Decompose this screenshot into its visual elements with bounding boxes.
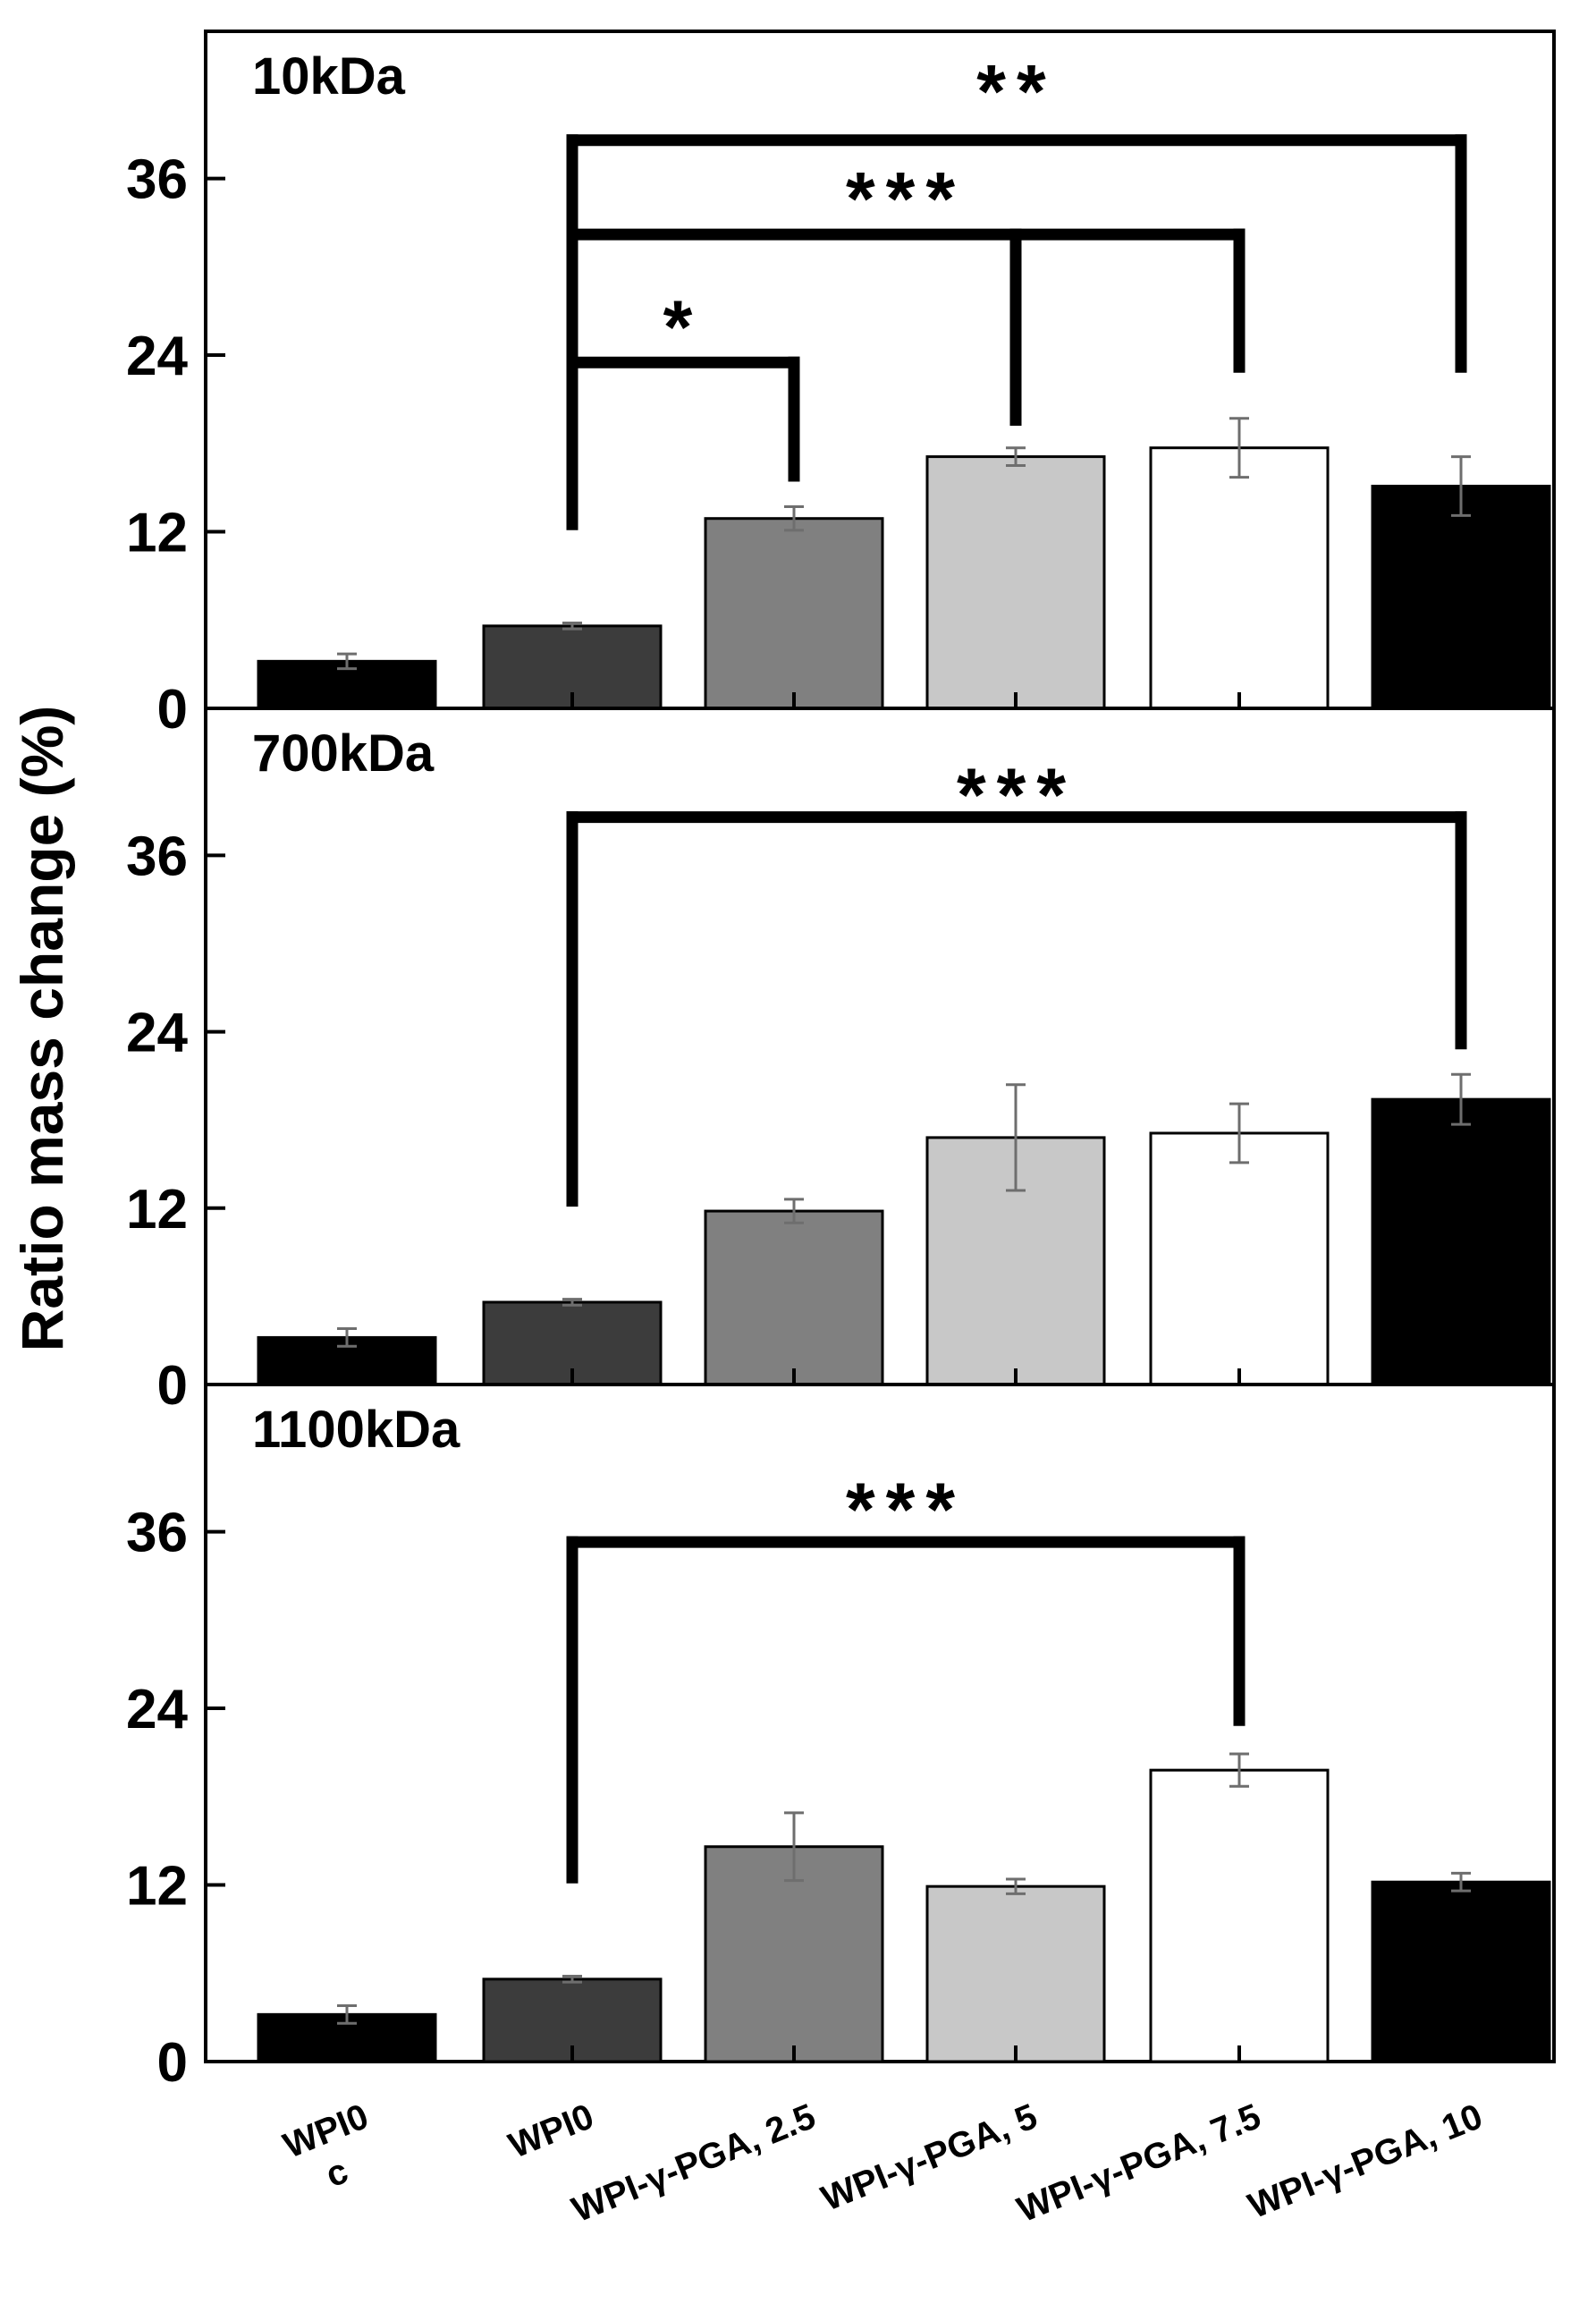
y-tick-label: 36 <box>126 149 188 211</box>
x-tick-label-text: WPI-γ-PGA, 10 <box>1243 2096 1488 2226</box>
error-bar-3 <box>784 1198 804 1224</box>
y-tick-label: 12 <box>126 1179 188 1241</box>
significance-label: *** <box>846 157 966 241</box>
bar-5 <box>1149 1131 1330 1386</box>
x-tick-label-2: WPI0 <box>503 2096 599 2165</box>
bar-3 <box>704 1209 884 1386</box>
bar-3 <box>704 1845 884 2063</box>
error-bar-4 <box>1006 446 1026 467</box>
error-bar-3 <box>784 505 804 532</box>
error-bar-6 <box>1451 455 1471 517</box>
error-bar-2 <box>562 1975 582 1984</box>
significance-bracket-1 <box>566 811 1467 1207</box>
error-bar-6 <box>1451 1871 1471 1893</box>
error-bar-1 <box>337 652 357 671</box>
panels: 10kDa0122436******700kDa0122436***1100kD… <box>126 30 1556 2094</box>
error-bar-6 <box>1451 1072 1471 1126</box>
panel-title: 1100kDa <box>252 1401 460 1459</box>
bar-5 <box>1149 1768 1330 2063</box>
x-tick-label-text: WPI0 <box>503 2096 599 2165</box>
significance-bracket-1 <box>566 356 800 482</box>
significance-label: ** <box>976 49 1056 133</box>
error-bar-4 <box>1006 1877 1026 1895</box>
significance-label: *** <box>846 1467 966 1551</box>
x-tick-label-text: WPI-γ-PGA, 5 <box>816 2096 1043 2219</box>
bar-6 <box>1371 1097 1551 1386</box>
y-axis-label: Ratio mass change (%) <box>9 706 75 1352</box>
y-tick-label: 0 <box>157 679 188 741</box>
error-bar-5 <box>1229 1752 1249 1788</box>
panel-title: 10kDa <box>252 47 406 106</box>
error-bar-5 <box>1229 417 1249 479</box>
y-tick-label: 36 <box>126 826 188 887</box>
error-bar-4 <box>1006 1083 1026 1192</box>
bar-3 <box>704 517 884 710</box>
x-tick-label-text: WPI-γ-PGA, 2.5 <box>567 2096 821 2230</box>
panel-2: 700kDa 0 12 24 36 *** <box>126 707 1556 1417</box>
error-bar-5 <box>1229 1102 1249 1164</box>
y-tick-label: 24 <box>126 1679 188 1740</box>
significance-label: *** <box>957 752 1077 836</box>
bar-4 <box>925 455 1106 710</box>
x-tick-label-text: WPI-γ-PGA, 7.5 <box>1012 2096 1266 2230</box>
error-bar-1 <box>337 2003 357 2025</box>
panel-title: 700kDa <box>252 724 435 783</box>
x-tick-label-6: WPI-γ-PGA, 10 <box>1243 2096 1488 2226</box>
error-bar-3 <box>784 1811 804 1883</box>
bar-6 <box>1371 1880 1551 2063</box>
bar-6 <box>1371 485 1551 710</box>
bar-4 <box>925 1884 1106 2063</box>
significance-bracket-3 <box>566 134 1467 530</box>
y-tick-label: 12 <box>126 503 188 564</box>
panel-3: 1100kDa 0 12 24 36 *** <box>126 1383 1556 2094</box>
y-tick-label: 24 <box>126 326 188 387</box>
y-tick-label: 12 <box>126 1856 188 1918</box>
x-tick-label-sub: c <box>320 2151 353 2195</box>
x-tick-label-3: WPI-γ-PGA, 2.5 <box>567 2096 821 2230</box>
error-bar-2 <box>562 622 582 631</box>
bar-5 <box>1149 446 1330 710</box>
y-tick-label: 0 <box>157 1355 188 1417</box>
error-bar-2 <box>562 1298 582 1307</box>
significance-bracket-2 <box>566 228 1246 426</box>
y-tick-label: 0 <box>157 2032 188 2094</box>
y-tick-label: 36 <box>126 1503 188 1564</box>
x-tick-label-4: WPI-γ-PGA, 5 <box>816 2096 1043 2219</box>
y-tick-label: 24 <box>126 1003 188 1064</box>
x-tick-label-5: WPI-γ-PGA, 7.5 <box>1012 2096 1266 2230</box>
error-bar-1 <box>337 1327 357 1348</box>
significance-bracket-1 <box>566 1536 1246 1884</box>
significance-label: * <box>663 284 704 368</box>
